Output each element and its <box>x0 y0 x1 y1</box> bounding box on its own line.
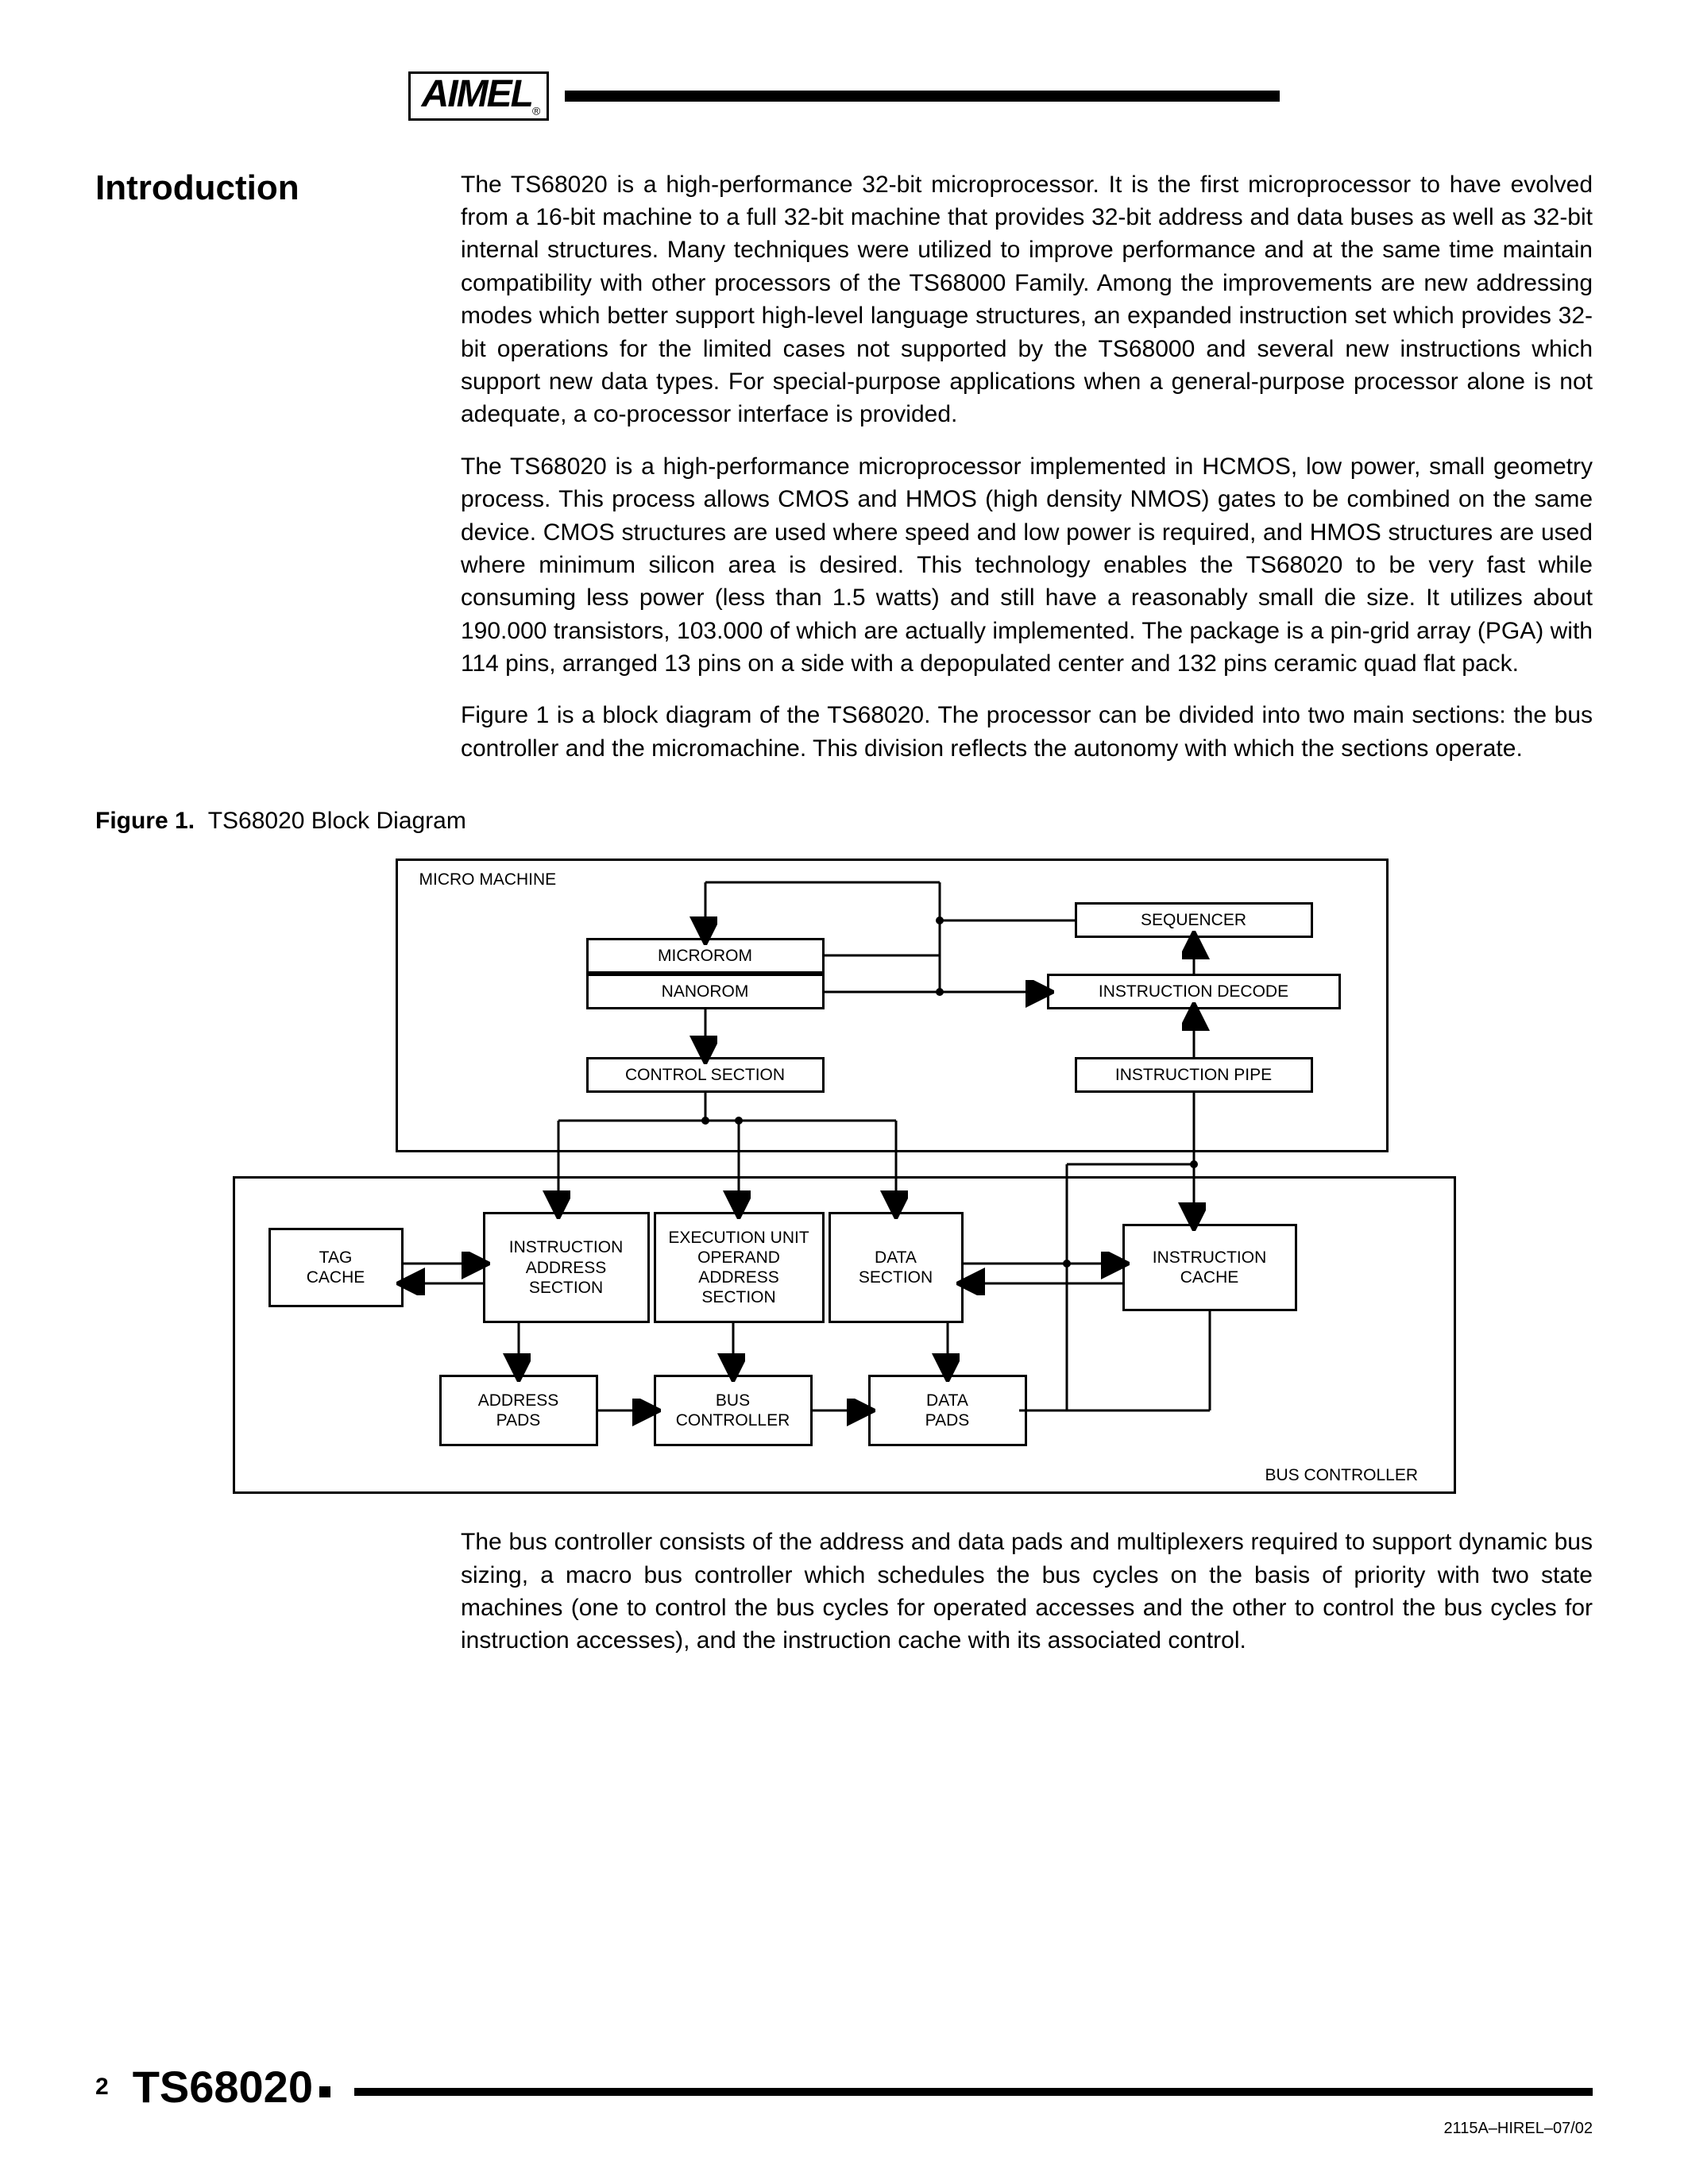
page-footer: 2 TS68020 2115A–HIREL–07/02 <box>95 2061 1593 2113</box>
box-label: INSTRUCTION DECODE <box>1099 982 1288 1001</box>
box-label: DATA SECTION <box>859 1248 933 1287</box>
box-label: DATA PADS <box>925 1391 970 1430</box>
data-section-box: DATA SECTION <box>829 1212 964 1323</box>
intro-section: Introduction The TS68020 is a high-perfo… <box>95 168 1593 785</box>
page-number: 2 <box>95 2074 109 2101</box>
logo-text: AIMEL <box>422 73 532 115</box>
brand-logo: AIMEL® <box>408 71 550 121</box>
instr-pipe-box: INSTRUCTION PIPE <box>1075 1057 1313 1093</box>
box-label: ADDRESS PADS <box>478 1391 559 1430</box>
box-label: INSTRUCTION ADDRESS SECTION <box>509 1237 624 1298</box>
control-section-box: CONTROL SECTION <box>586 1057 825 1093</box>
body-column: The TS68020 is a high-performance 32-bit… <box>461 168 1593 785</box>
post-diagram-paragraph: The bus controller consists of the addre… <box>461 1526 1593 1657</box>
instr-cache-box: INSTRUCTION CACHE <box>1122 1224 1297 1311</box>
document-id: 2115A–HIREL–07/02 <box>1443 2120 1593 2138</box>
paragraph: The TS68020 is a high-performance 32-bit… <box>461 168 1593 431</box>
bus-ctrl-box: BUS CONTROLLER <box>654 1375 813 1446</box>
figure-caption: Figure 1. TS68020 Block Diagram <box>95 808 1593 835</box>
microrom-box: MICROROM <box>586 938 825 974</box>
box-label: CONTROL SECTION <box>625 1065 785 1085</box>
box-label: NANOROM <box>662 982 749 1001</box>
box-label: SEQUENCER <box>1141 910 1246 930</box>
box-label: EXECUTION UNIT OPERAND ADDRESS SECTION <box>668 1228 809 1308</box>
header-rule <box>565 91 1280 102</box>
data-pads-box: DATA PADS <box>868 1375 1027 1446</box>
footer-square-icon <box>319 2086 330 2097</box>
nanorom-box: NANOROM <box>586 974 825 1009</box>
instr-addr-box: INSTRUCTION ADDRESS SECTION <box>483 1212 650 1323</box>
footer-rule <box>354 2088 1593 2096</box>
figure-label: Figure 1. <box>95 808 195 834</box>
paragraph: Figure 1 is a block diagram of the TS680… <box>461 699 1593 765</box>
sequencer-box: SEQUENCER <box>1075 902 1313 938</box>
page-header: AIMEL® <box>95 71 1593 121</box>
box-label: INSTRUCTION CACHE <box>1153 1248 1267 1287</box>
box-label: MICROROM <box>658 946 752 966</box>
exec-unit-box: EXECUTION UNIT OPERAND ADDRESS SECTION <box>654 1212 825 1323</box>
section-title: Introduction <box>95 168 413 785</box>
part-number: TS68020 <box>133 2061 313 2113</box>
figure-title: TS68020 Block Diagram <box>208 808 466 834</box>
registered-icon: ® <box>532 105 539 118</box>
tag-cache-box: TAG CACHE <box>268 1228 404 1307</box>
instr-decode-box: INSTRUCTION DECODE <box>1047 974 1341 1009</box>
micro-machine-label: MICRO MACHINE <box>419 870 557 889</box>
box-label: INSTRUCTION PIPE <box>1115 1065 1272 1085</box>
addr-pads-box: ADDRESS PADS <box>439 1375 598 1446</box>
bus-controller-label: BUS CONTROLLER <box>1265 1466 1419 1485</box>
paragraph: The TS68020 is a high-performance microp… <box>461 450 1593 681</box>
box-label: TAG CACHE <box>307 1248 365 1287</box>
block-diagram: MICRO MACHINE BUS CONTROLLER SEQUENCER M… <box>225 851 1464 1502</box>
box-label: BUS CONTROLLER <box>676 1391 790 1430</box>
paragraph: The bus controller consists of the addre… <box>461 1526 1593 1657</box>
